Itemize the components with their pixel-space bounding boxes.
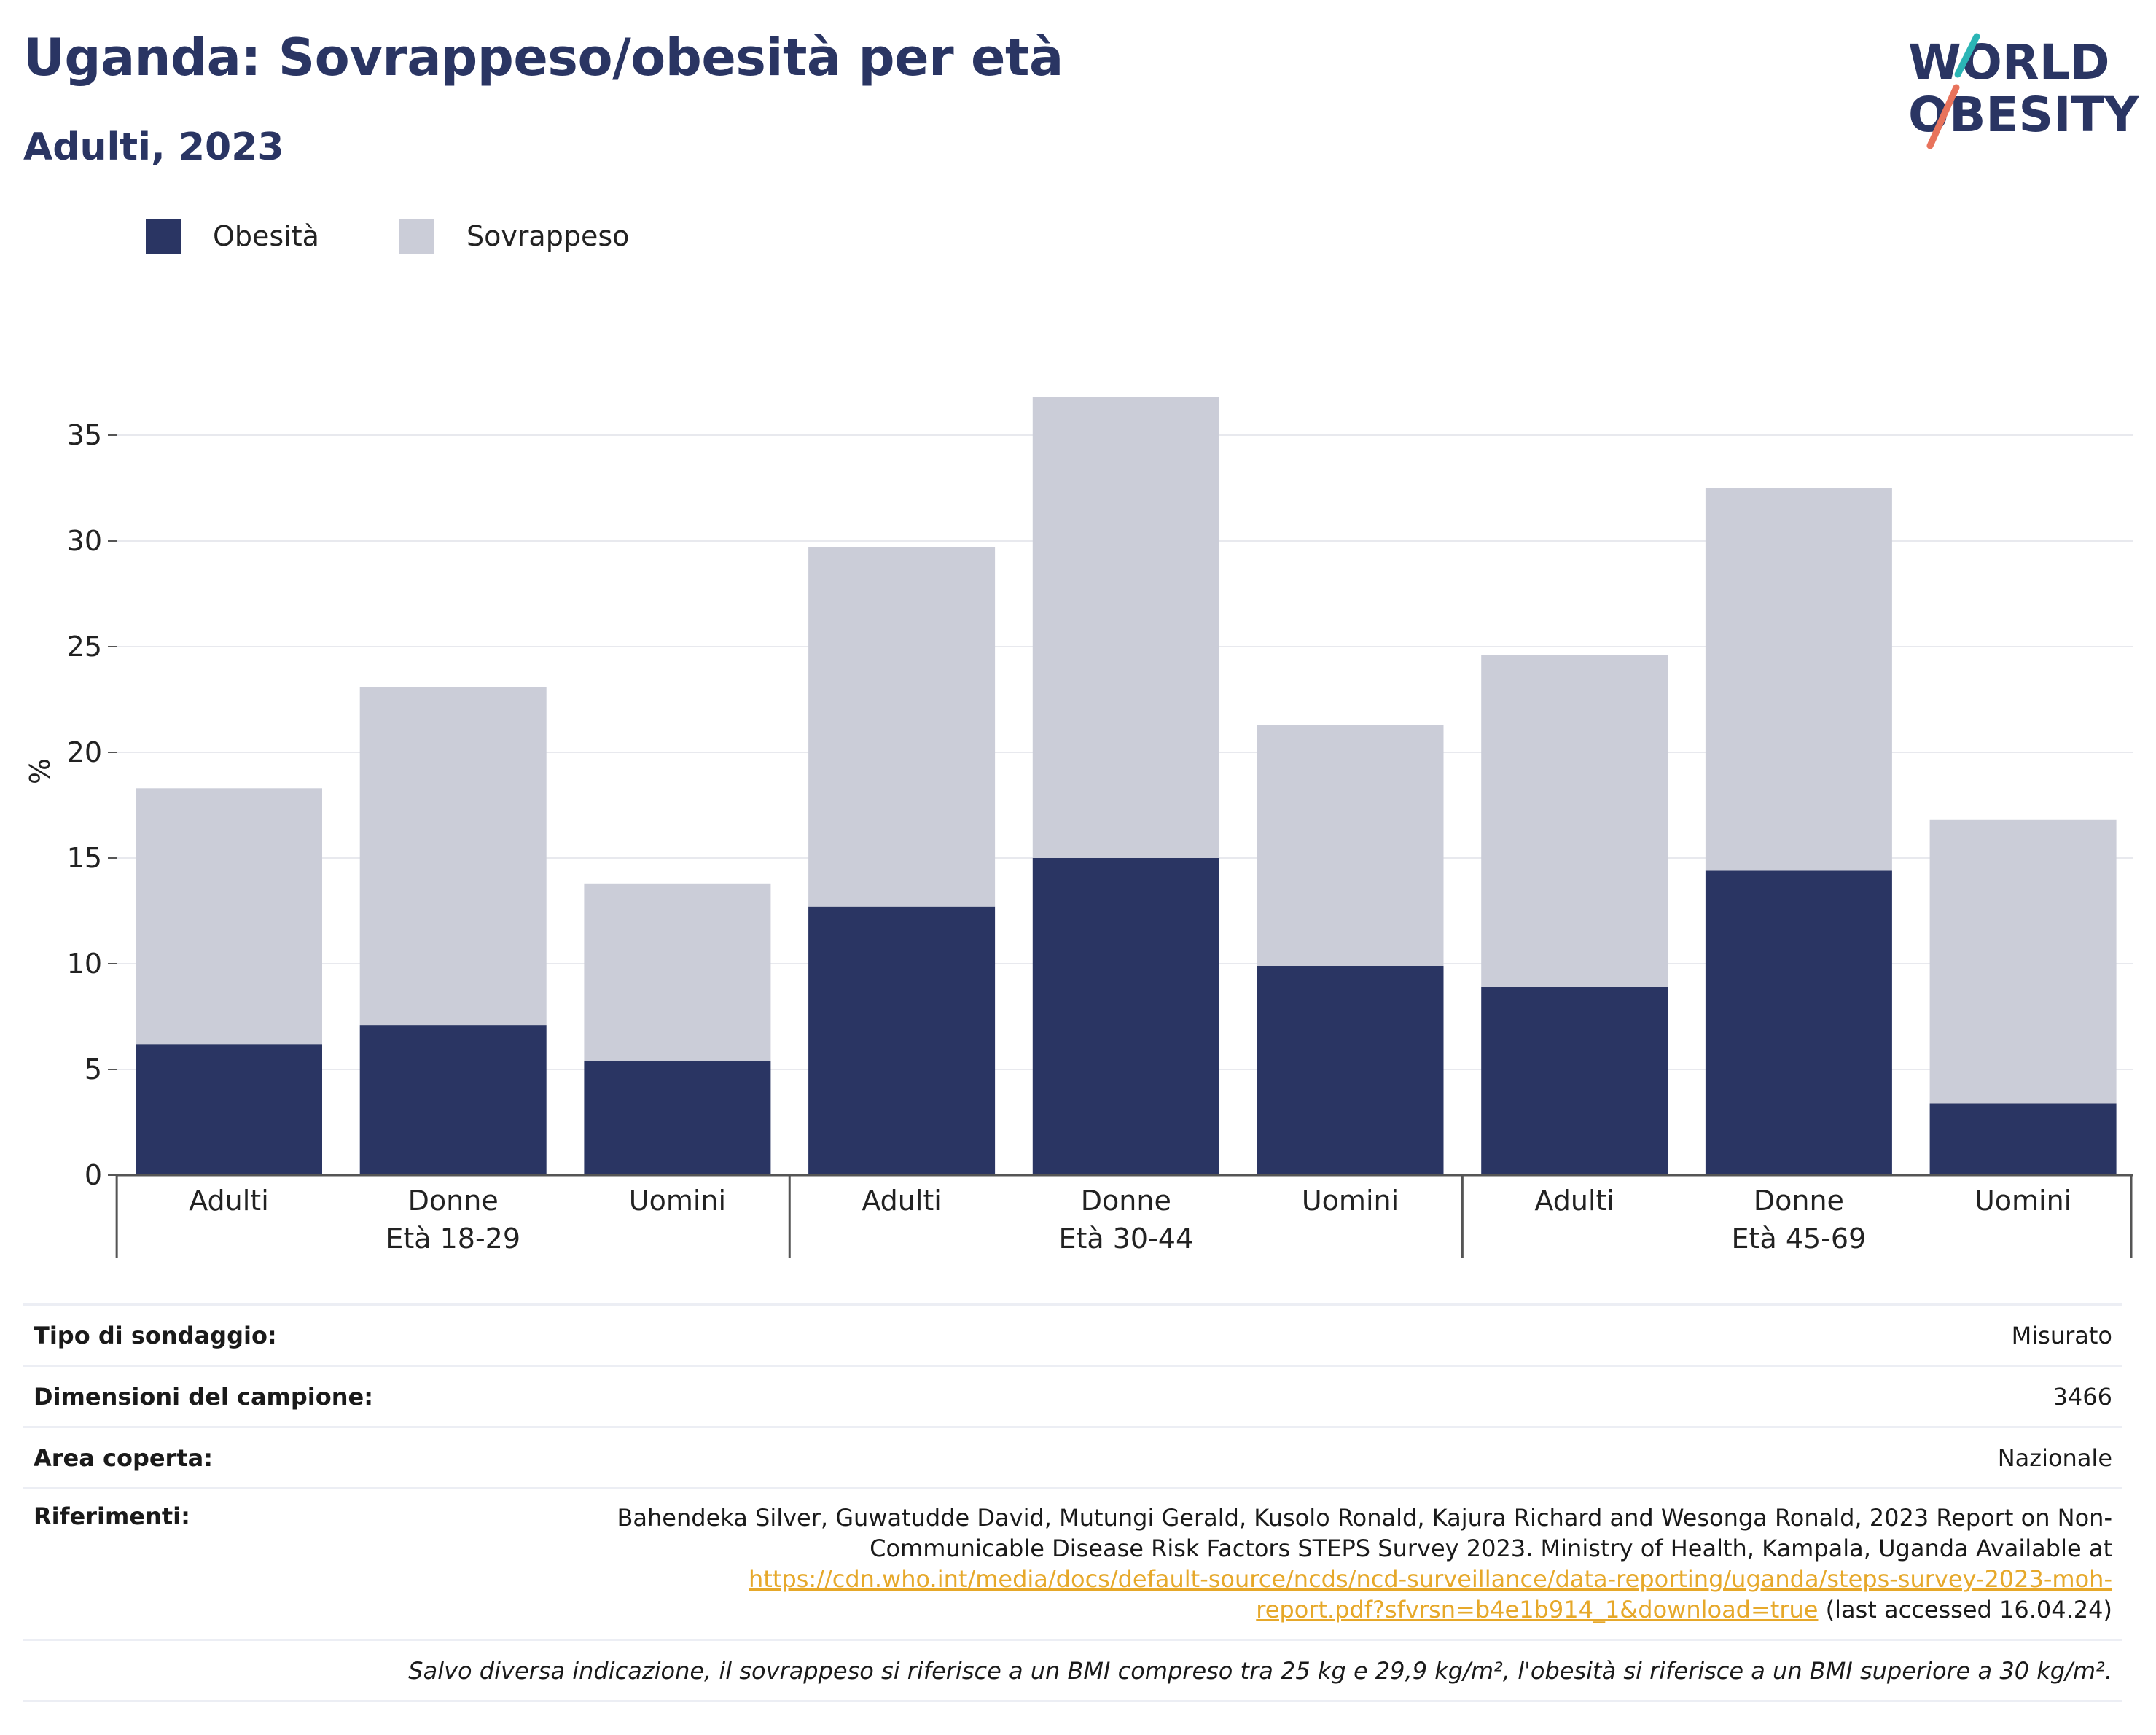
row-area-covered: Area coperta: Nazionale	[23, 1428, 2122, 1489]
bar-overweight-4	[1032, 397, 1219, 858]
legend-swatch-overweight	[399, 219, 434, 254]
logo-slash-coral	[1926, 84, 1960, 149]
sample-size-value: 3466	[2053, 1382, 2112, 1411]
y-tick-label: 25	[67, 631, 102, 663]
bar-overweight-7	[1705, 488, 1892, 871]
x-category-label: Donne	[408, 1185, 499, 1217]
survey-type-label: Tipo di sondaggio:	[34, 1321, 277, 1349]
chart-legend: Obesità Sovrappeso	[146, 217, 709, 255]
y-tick-label: 20	[67, 736, 102, 768]
row-survey-type: Tipo di sondaggio: Misurato	[23, 1306, 2122, 1367]
x-category-label: Uomini	[629, 1185, 726, 1217]
stacked-bar-chart: 0 5 10 15 20 25 30 35 Adulti Donne Uomini Adulti Don…	[24, 397, 2133, 1258]
bar-overweight-5	[1257, 725, 1444, 966]
bar-obesity-3	[808, 906, 996, 1175]
reference-text-line-2: Communicable Disease Risk Factors STEPS …	[870, 1535, 2112, 1562]
y-tick-label: 30	[67, 525, 102, 557]
page-subtitle: Adulti, 2023	[23, 125, 284, 169]
references-value: Bahendeka Silver, Guwatudde David, Mutun…	[617, 1502, 2112, 1639]
bar-overweight-3	[808, 547, 996, 907]
x-category-label: Donne	[1754, 1185, 1844, 1217]
legend-swatch-obesity	[146, 219, 181, 254]
legend-label-obesity: Obesità	[213, 220, 319, 252]
world-obesity-logo: WORLD OBESITY	[1908, 33, 2140, 149]
reference-link-line-2: report.pdf?sfvrsn=b4e1b914_1&download=tr…	[617, 1594, 2112, 1625]
bar-overweight-1	[359, 687, 547, 1026]
bar-overweight-6	[1481, 655, 1668, 987]
x-category-label: Donne	[1081, 1185, 1171, 1217]
row-references: Riferimenti: Bahendeka Silver, Guwatudde…	[23, 1489, 2122, 1641]
logo-slash-teal	[1954, 33, 1980, 78]
bars	[136, 397, 2117, 1175]
bar-obesity-5	[1257, 965, 1444, 1175]
legend-label-overweight: Sovrappeso	[466, 220, 630, 252]
bar-obesity-8	[1929, 1103, 2117, 1175]
logo-word-world: WORLD	[1908, 34, 2110, 90]
x-category-label: Uomini	[1975, 1185, 2071, 1217]
axes: 0 5 10 15 20 25 30 35 Adulti Donne Uomini Adulti Don…	[67, 419, 2133, 1258]
y-tick-label: 5	[85, 1053, 102, 1085]
x-category-label: Adulti	[1534, 1185, 1614, 1217]
bar-obesity-1	[359, 1025, 547, 1175]
bar-overweight-8	[1929, 819, 2117, 1104]
survey-type-value: Misurato	[2011, 1321, 2112, 1349]
x-group-label: Età 18-29	[386, 1223, 520, 1255]
y-tick-label: 35	[67, 419, 102, 451]
legend-item-overweight: Sovrappeso	[399, 219, 629, 254]
reference-access-date: (last accessed 16.04.24)	[1818, 1596, 2112, 1623]
references-label: Riferimenti:	[34, 1502, 190, 1530]
survey-info-table: Tipo di sondaggio: Misurato Dimensioni d…	[23, 1303, 2122, 1702]
y-axis-label: %	[24, 758, 56, 784]
y-tick-label: 0	[85, 1159, 102, 1191]
reference-link-line-1: https://cdn.who.int/media/docs/default-s…	[617, 1564, 2112, 1594]
x-category-label: Adulti	[862, 1185, 942, 1217]
legend-item-obesity: Obesità	[146, 219, 319, 254]
bar-obesity-6	[1481, 986, 1668, 1175]
sample-size-label: Dimensioni del campione:	[34, 1382, 374, 1411]
area-covered-value: Nazionale	[1997, 1443, 2112, 1472]
y-tick-label: 10	[67, 948, 102, 980]
row-note: Salvo diversa indicazione, il sovrappeso…	[23, 1641, 2122, 1702]
bar-overweight-0	[136, 788, 322, 1045]
bar-overweight-2	[584, 883, 771, 1061]
bmi-definition-note: Salvo diversa indicazione, il sovrappeso…	[408, 1656, 2112, 1685]
area-covered-label: Area coperta:	[34, 1443, 214, 1472]
x-category-label: Adulti	[189, 1185, 269, 1217]
x-category-label: Uomini	[1302, 1185, 1399, 1217]
x-group-label: Età 45-69	[1732, 1223, 1867, 1255]
reference-link-part-2[interactable]: report.pdf?sfvrsn=b4e1b914_1&download=tr…	[1256, 1596, 1819, 1623]
reference-link-part-1[interactable]: https://cdn.who.int/media/docs/default-s…	[749, 1565, 2112, 1593]
row-sample-size: Dimensioni del campione: 3466	[23, 1367, 2122, 1428]
bar-obesity-4	[1032, 858, 1219, 1175]
bar-obesity-7	[1705, 870, 1892, 1175]
bar-obesity-0	[136, 1044, 322, 1175]
page-title: Uganda: Sovrappeso/obesità per età	[23, 28, 1063, 87]
reference-text-line-1: Bahendeka Silver, Guwatudde David, Mutun…	[617, 1504, 2112, 1532]
bar-obesity-2	[584, 1061, 771, 1175]
y-tick-label: 15	[67, 842, 102, 874]
x-group-label: Età 30-44	[1058, 1223, 1193, 1255]
